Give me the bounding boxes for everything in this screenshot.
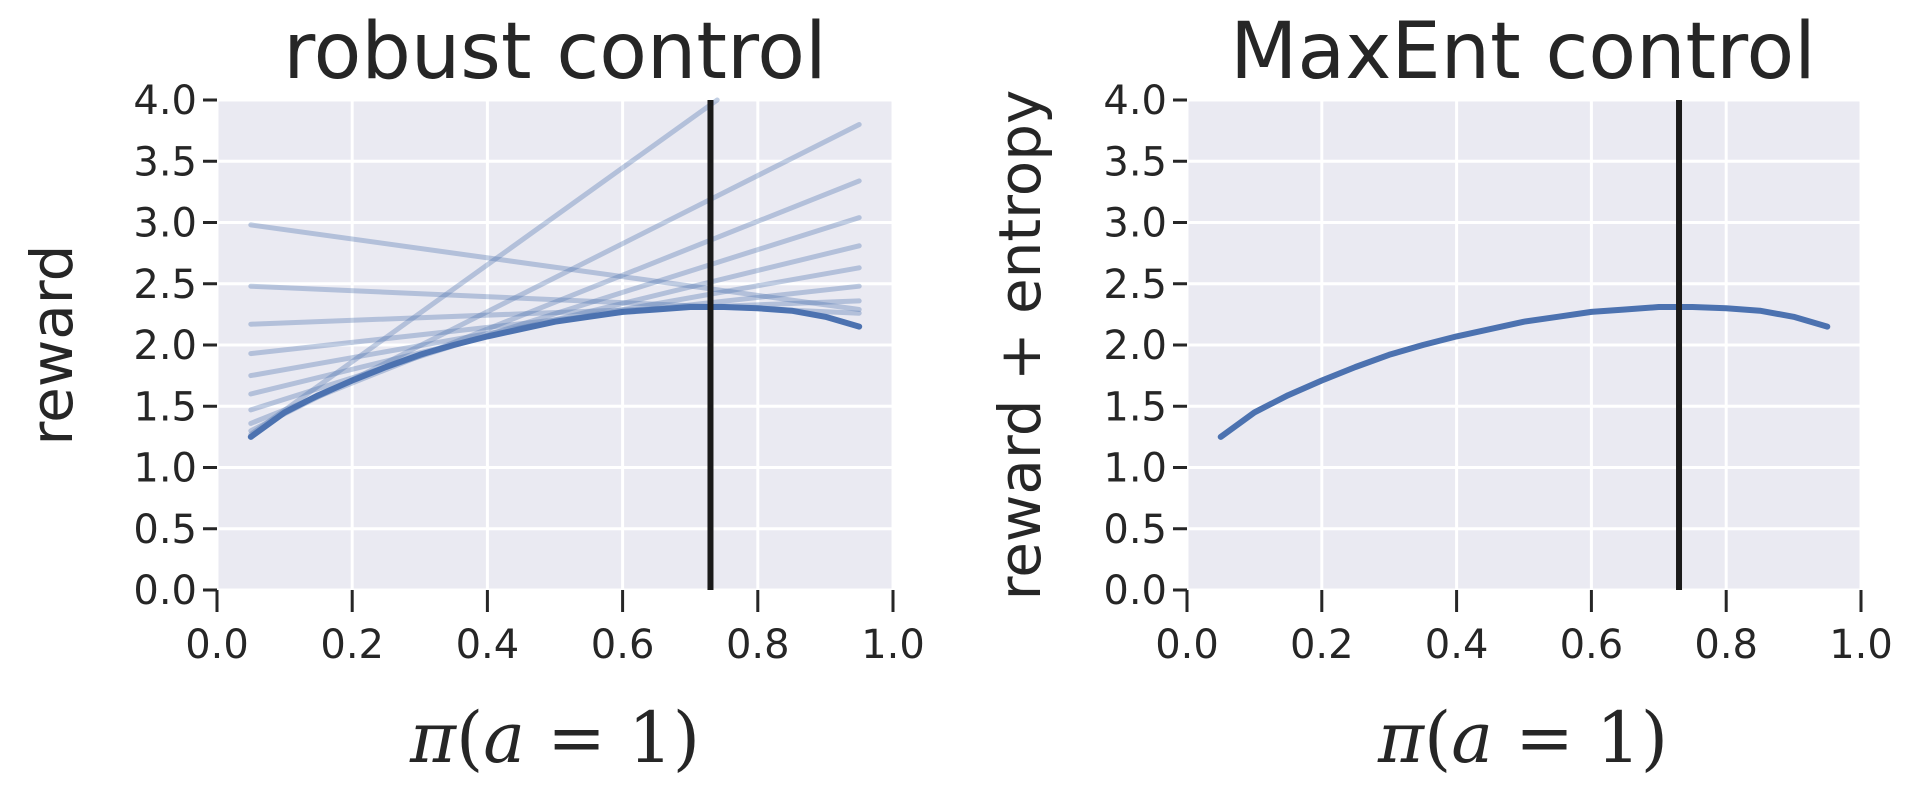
x-tick-label: 0.4 — [456, 622, 520, 668]
chart-robust: robust control 0.0 0.5 1.0 1.5 2.0 2.5 3.0 3.5 4… — [18, 7, 925, 779]
axis-ticks — [1173, 98, 1863, 612]
tangent-line — [248, 222, 862, 312]
x-tick-labels: 0.0 0.2 0.4 0.6 0.8 1.0 — [185, 622, 925, 668]
y-axis-label: reward — [18, 245, 86, 446]
x-tick-label: 1.0 — [1829, 622, 1893, 668]
chart-maxent: MaxEnt control 0.0 0.5 1.0 1.5 2.0 2.5 3.0 3.5 4… — [986, 7, 1893, 779]
y-tick-label: 3.5 — [1103, 139, 1167, 185]
y-tick-label: 0.5 — [133, 507, 197, 553]
x-tick-label: 0.2 — [1290, 622, 1354, 668]
x-tick-label: 0.0 — [1155, 622, 1219, 668]
y-tick-label: 4.0 — [133, 78, 197, 124]
series-lines — [247, 97, 863, 440]
chart-title: robust control — [283, 7, 826, 97]
y-tick-label: 1.0 — [1103, 446, 1167, 492]
y-tick-label: 2.0 — [1103, 323, 1167, 369]
x-tick-label: 0.6 — [1560, 622, 1624, 668]
y-tick-label: 0.0 — [133, 568, 197, 614]
y-tick-label: 2.5 — [133, 262, 197, 308]
x-axis-label: π(a = 1) — [409, 697, 700, 779]
y-tick-label: 2.5 — [1103, 262, 1167, 308]
y-tick-label: 1.5 — [133, 384, 197, 430]
y-tick-label: 1.0 — [133, 446, 197, 492]
y-tick-label: 3.0 — [1103, 201, 1167, 247]
x-tick-label: 0.2 — [320, 622, 384, 668]
y-tick-label: 2.0 — [133, 323, 197, 369]
grid-lines — [1185, 98, 1863, 592]
reward-curve — [247, 304, 863, 440]
y-tick-label: 0.5 — [1103, 507, 1167, 553]
tangent-line — [248, 97, 720, 437]
x-tick-label: 0.4 — [1425, 622, 1489, 668]
y-tick-label: 0.0 — [1103, 568, 1167, 614]
x-tick-label: 0.0 — [185, 622, 249, 668]
x-tick-label: 0.8 — [726, 622, 790, 668]
series-lines — [1217, 304, 1831, 440]
y-axis-label: reward + entropy — [986, 90, 1054, 601]
x-tick-label: 0.8 — [1694, 622, 1758, 668]
y-tick-label: 1.5 — [1103, 384, 1167, 430]
x-tick-label: 1.0 — [861, 622, 925, 668]
chart-title: MaxEnt control — [1230, 7, 1816, 97]
x-tick-label: 0.6 — [591, 622, 655, 668]
reward-curve — [1217, 304, 1831, 440]
y-tick-label: 3.5 — [133, 139, 197, 185]
x-axis-label: π(a = 1) — [1377, 697, 1668, 779]
x-tick-labels: 0.0 0.2 0.4 0.6 0.8 1.0 — [1155, 622, 1893, 668]
y-tick-labels: 0.0 0.5 1.0 1.5 2.0 2.5 3.0 3.5 4.0 — [133, 78, 197, 614]
y-tick-labels: 0.0 0.5 1.0 1.5 2.0 2.5 3.0 3.5 4.0 — [1103, 78, 1167, 614]
y-tick-label: 3.0 — [133, 201, 197, 247]
tangent-line — [248, 298, 862, 327]
axis-ticks — [203, 98, 895, 612]
y-tick-label: 4.0 — [1103, 78, 1167, 124]
